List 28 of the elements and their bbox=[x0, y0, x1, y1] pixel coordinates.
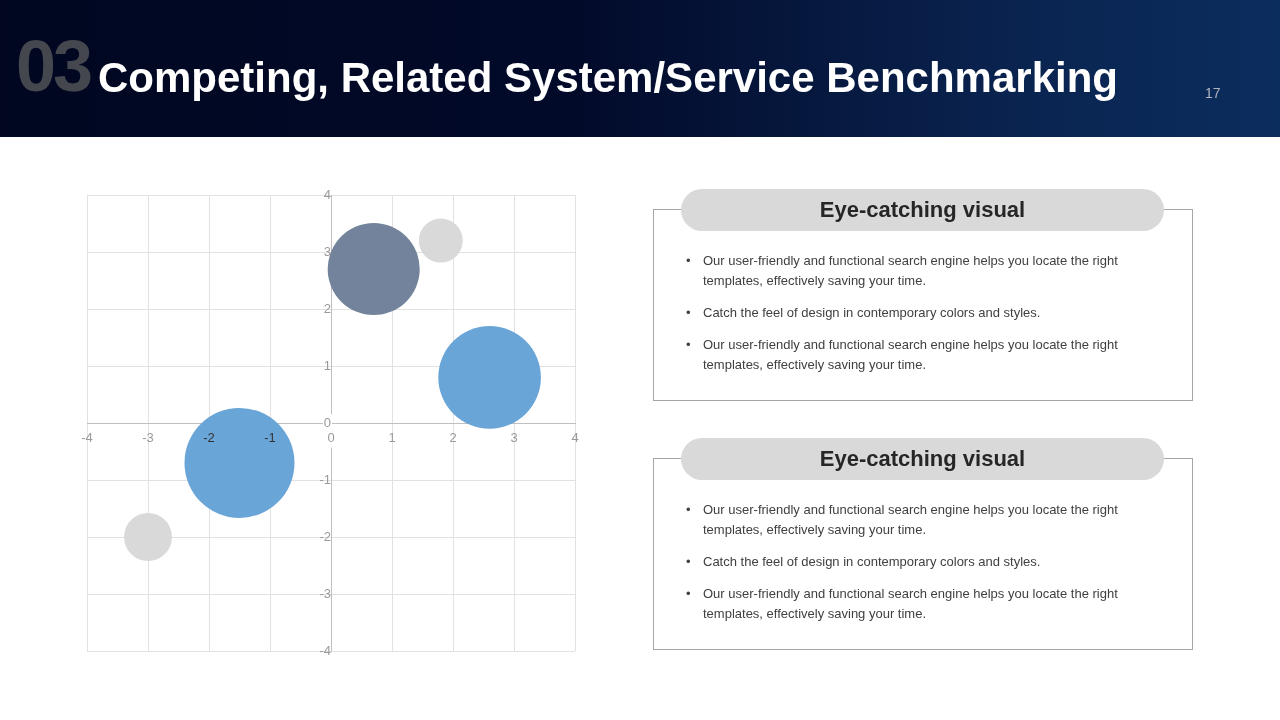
y-tick-label: 3 bbox=[323, 243, 331, 259]
y-tick-label: 4 bbox=[323, 186, 331, 202]
x-tick-label: 3 bbox=[510, 430, 518, 446]
y-tick-label: 1 bbox=[323, 357, 331, 373]
text: Eye-catching visual bbox=[819, 197, 1026, 223]
text: • Catch the feel of design in contemporary colors and styles. bbox=[686, 304, 1042, 322]
y-tick-label: 2 bbox=[323, 300, 331, 316]
y-tick-label: -1 bbox=[319, 471, 331, 487]
x-tick-label: -4 bbox=[81, 430, 93, 446]
x-tick-label: -1 bbox=[264, 430, 276, 446]
text: • Our user-friendly and functional search engine helps you locate the right templates, effectively saving your time. bbox=[686, 252, 1119, 290]
x-tick-label: 2 bbox=[449, 430, 457, 446]
y-tick-label: -3 bbox=[319, 585, 331, 601]
x-tick-label: 4 bbox=[571, 430, 579, 446]
y-tick-label: -4 bbox=[319, 642, 331, 658]
text: • Our user-friendly and functional search engine helps you locate the right templates, effectively saving your time. bbox=[686, 336, 1119, 374]
text: Eye-catching visual bbox=[819, 446, 1026, 472]
text: • Our user-friendly and functional search engine helps you locate the right templates, effectively saving your time. bbox=[686, 585, 1119, 623]
y-tick-label: 0 bbox=[323, 414, 331, 430]
y-tick-label: -2 bbox=[319, 528, 331, 544]
x-tick-label: 1 bbox=[388, 430, 396, 446]
text: 03 bbox=[16, 26, 91, 106]
text: • Catch the feel of design in contemporary colors and styles. bbox=[686, 553, 1042, 571]
text: 17 bbox=[1205, 85, 1221, 101]
chart-title: Competing, Related System/Service Benchmarking bbox=[98, 54, 1118, 101]
text: • Our user-friendly and functional search engine helps you locate the right templates, effectively saving your time. bbox=[686, 501, 1119, 539]
x-tick-label: -3 bbox=[142, 430, 154, 446]
x-tick-label: -2 bbox=[203, 430, 215, 446]
